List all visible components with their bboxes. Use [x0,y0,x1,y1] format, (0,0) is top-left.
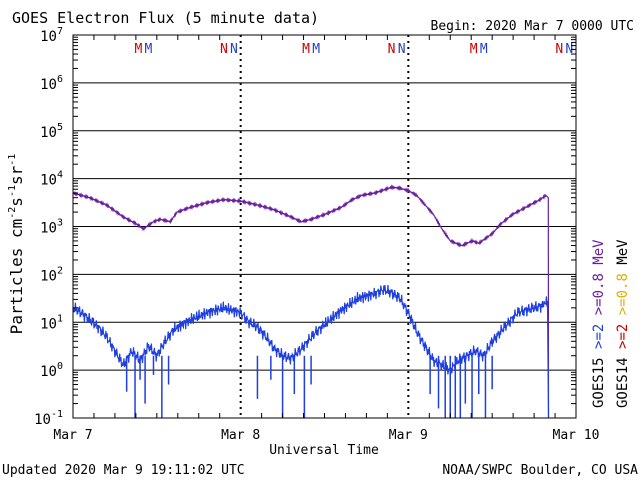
footer-credit: NOAA/SWPC Boulder, CO USA [442,463,638,478]
y-axis-label-exp1: -2 [7,207,18,219]
local-time-marker: N [220,42,228,57]
local-time-marker: N [398,42,406,57]
legend-column: GOES14 >=2 >=0.8 MeV [615,239,631,408]
x-tick-label: Mar 10 [553,428,600,443]
y-tick-label: 105 [40,122,63,141]
local-time-marker: M [302,42,310,57]
y-tick-exp: 0 [57,361,63,372]
y-tick-exp: 5 [57,122,63,133]
y-tick-base: 10 [40,364,57,380]
y-tick-label: 103 [40,218,63,237]
y-tick-label: 107 [40,26,63,45]
series-line [72,284,550,419]
series-layer [72,184,550,419]
legend-entry: >=2 [615,315,631,349]
series-ge-2-mev [72,284,550,419]
y-tick-base: 10 [40,77,57,93]
y-tick-exp: 6 [57,74,63,85]
local-time-marker: M [480,42,488,57]
y-axis-label-mid1: s [7,197,26,207]
y-axis-label-mid2: sr [7,165,26,185]
y-tick-base: 10 [40,316,57,332]
legend-entry: >=2 [591,315,607,349]
y-tick-base: 10 [34,412,51,428]
y-tick-label: 106 [40,74,63,93]
legend-entry: >=0.8 [591,265,607,316]
y-tick-base: 10 [40,173,57,189]
y-tick-label: 104 [40,170,63,189]
legend-entry: GOES15 [591,349,607,408]
local-time-marker: N [555,42,563,57]
local-time-marker: N [388,42,396,57]
x-tick-label: Mar 8 [221,428,260,443]
local-time-marker: M [470,42,478,57]
y-tick-exp: 2 [57,265,63,276]
chart-title: GOES Electron Flux (5 minute data) [12,9,319,27]
y-tick-exp: 1 [57,313,63,324]
local-time-marker: M [134,42,142,57]
local-time-marker: N [565,42,573,57]
x-tick-label: Mar 9 [389,428,428,443]
begin-label: Begin: 2020 Mar 7 0000 UTC [431,19,635,34]
y-axis-label-exp2: -1 [7,185,18,197]
x-tick-label: Mar 7 [53,428,92,443]
y-tick-label: 101 [40,313,63,332]
y-axis-label-main: Particles cm [7,219,26,335]
legend-entry: MeV [615,239,631,265]
x-axis-label: Universal Time [269,443,379,458]
y-tick-exp: -1 [51,409,63,420]
series-line [72,184,550,419]
y-tick-base: 10 [40,268,57,284]
y-tick-label: 100 [40,361,63,380]
y-axis-label: Particles cm-2s-1sr-1 [7,154,26,335]
series-ge-0-8-mev [72,184,550,419]
y-tick-exp: 3 [57,218,63,229]
local-time-marker: M [312,42,320,57]
legend-entry: >=0.8 [615,265,631,316]
y-tick-exp: 7 [57,26,63,37]
legend-entry: MeV [591,239,607,265]
y-tick-label: 10-1 [34,409,63,428]
y-tick-base: 10 [40,125,57,141]
footer-updated: Updated 2020 Mar 9 19:11:02 UTC [2,463,245,478]
y-tick-base: 10 [40,29,57,45]
local-time-marker: N [230,42,238,57]
y-tick-label: 102 [40,265,63,284]
y-axis-label-exp3: -1 [7,154,18,166]
y-tick-base: 10 [40,221,57,237]
legend-column: GOES15 >=2 >=0.8 MeV [591,239,607,408]
local-time-marker: M [145,42,153,57]
x-axis-ticks: Mar 7 Mar 8 Mar 9 Mar 10 [53,35,599,443]
y-tick-exp: 4 [57,170,63,181]
legend-entry: GOES14 [615,349,631,408]
day-separators [239,35,410,418]
